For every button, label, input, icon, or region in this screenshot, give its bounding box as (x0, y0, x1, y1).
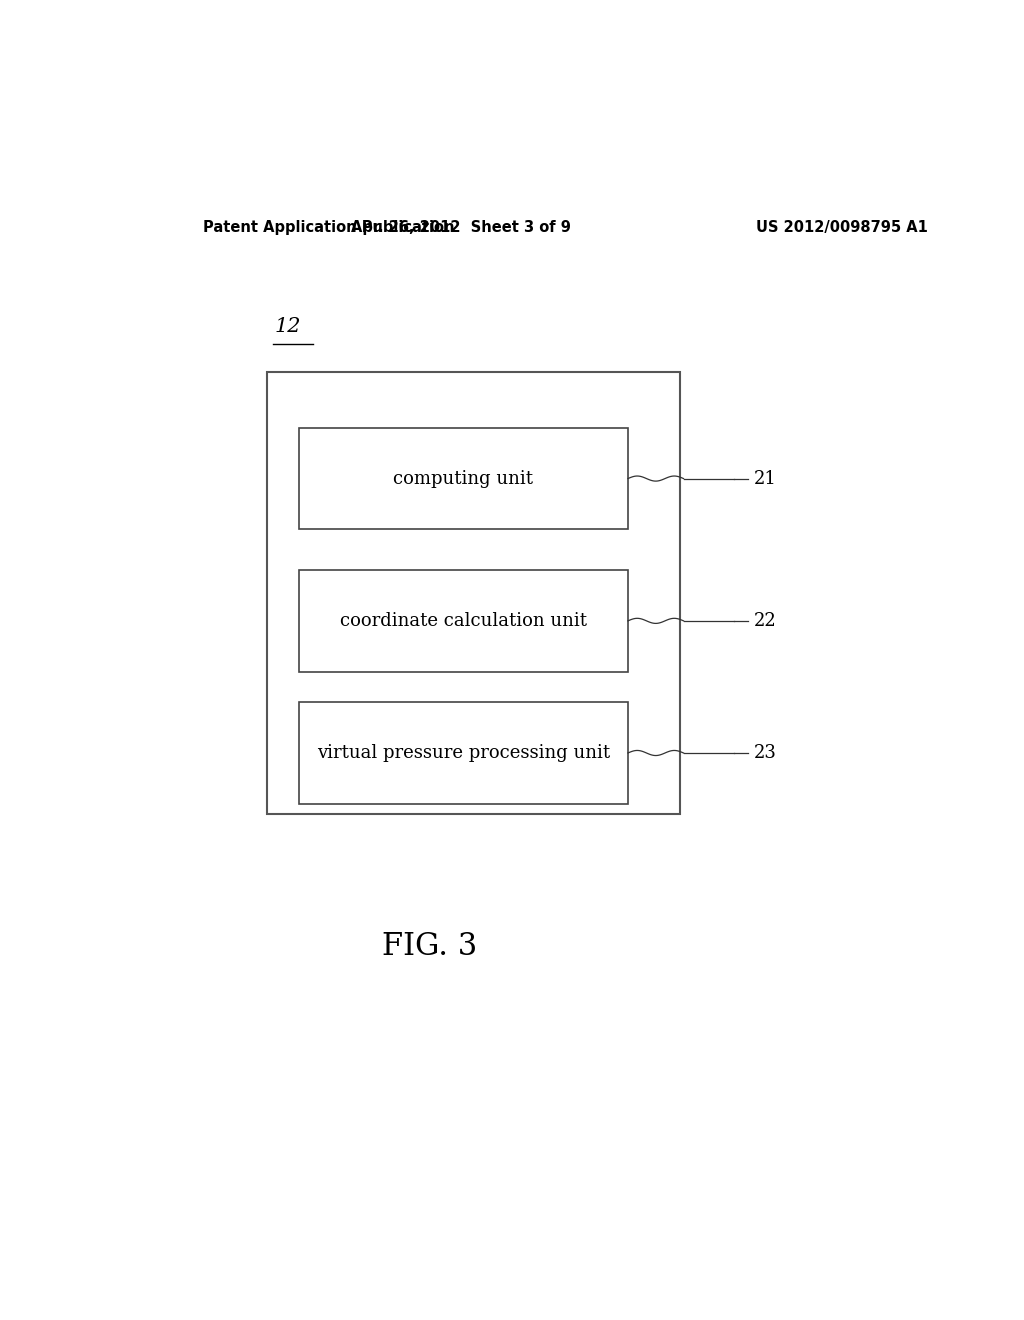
Text: coordinate calculation unit: coordinate calculation unit (340, 612, 587, 630)
Text: US 2012/0098795 A1: US 2012/0098795 A1 (757, 220, 928, 235)
Text: Patent Application Publication: Patent Application Publication (204, 220, 455, 235)
Bar (299, 570, 628, 672)
Bar (299, 428, 628, 529)
Text: 12: 12 (274, 317, 301, 337)
Bar (267, 372, 680, 814)
Text: computing unit: computing unit (393, 470, 534, 487)
Text: 23: 23 (754, 744, 777, 762)
Text: Apr. 26, 2012  Sheet 3 of 9: Apr. 26, 2012 Sheet 3 of 9 (351, 220, 571, 235)
Text: 21: 21 (754, 470, 777, 487)
Text: virtual pressure processing unit: virtual pressure processing unit (316, 744, 610, 762)
Bar (299, 702, 628, 804)
Text: FIG. 3: FIG. 3 (382, 931, 477, 961)
Text: 22: 22 (754, 612, 777, 630)
